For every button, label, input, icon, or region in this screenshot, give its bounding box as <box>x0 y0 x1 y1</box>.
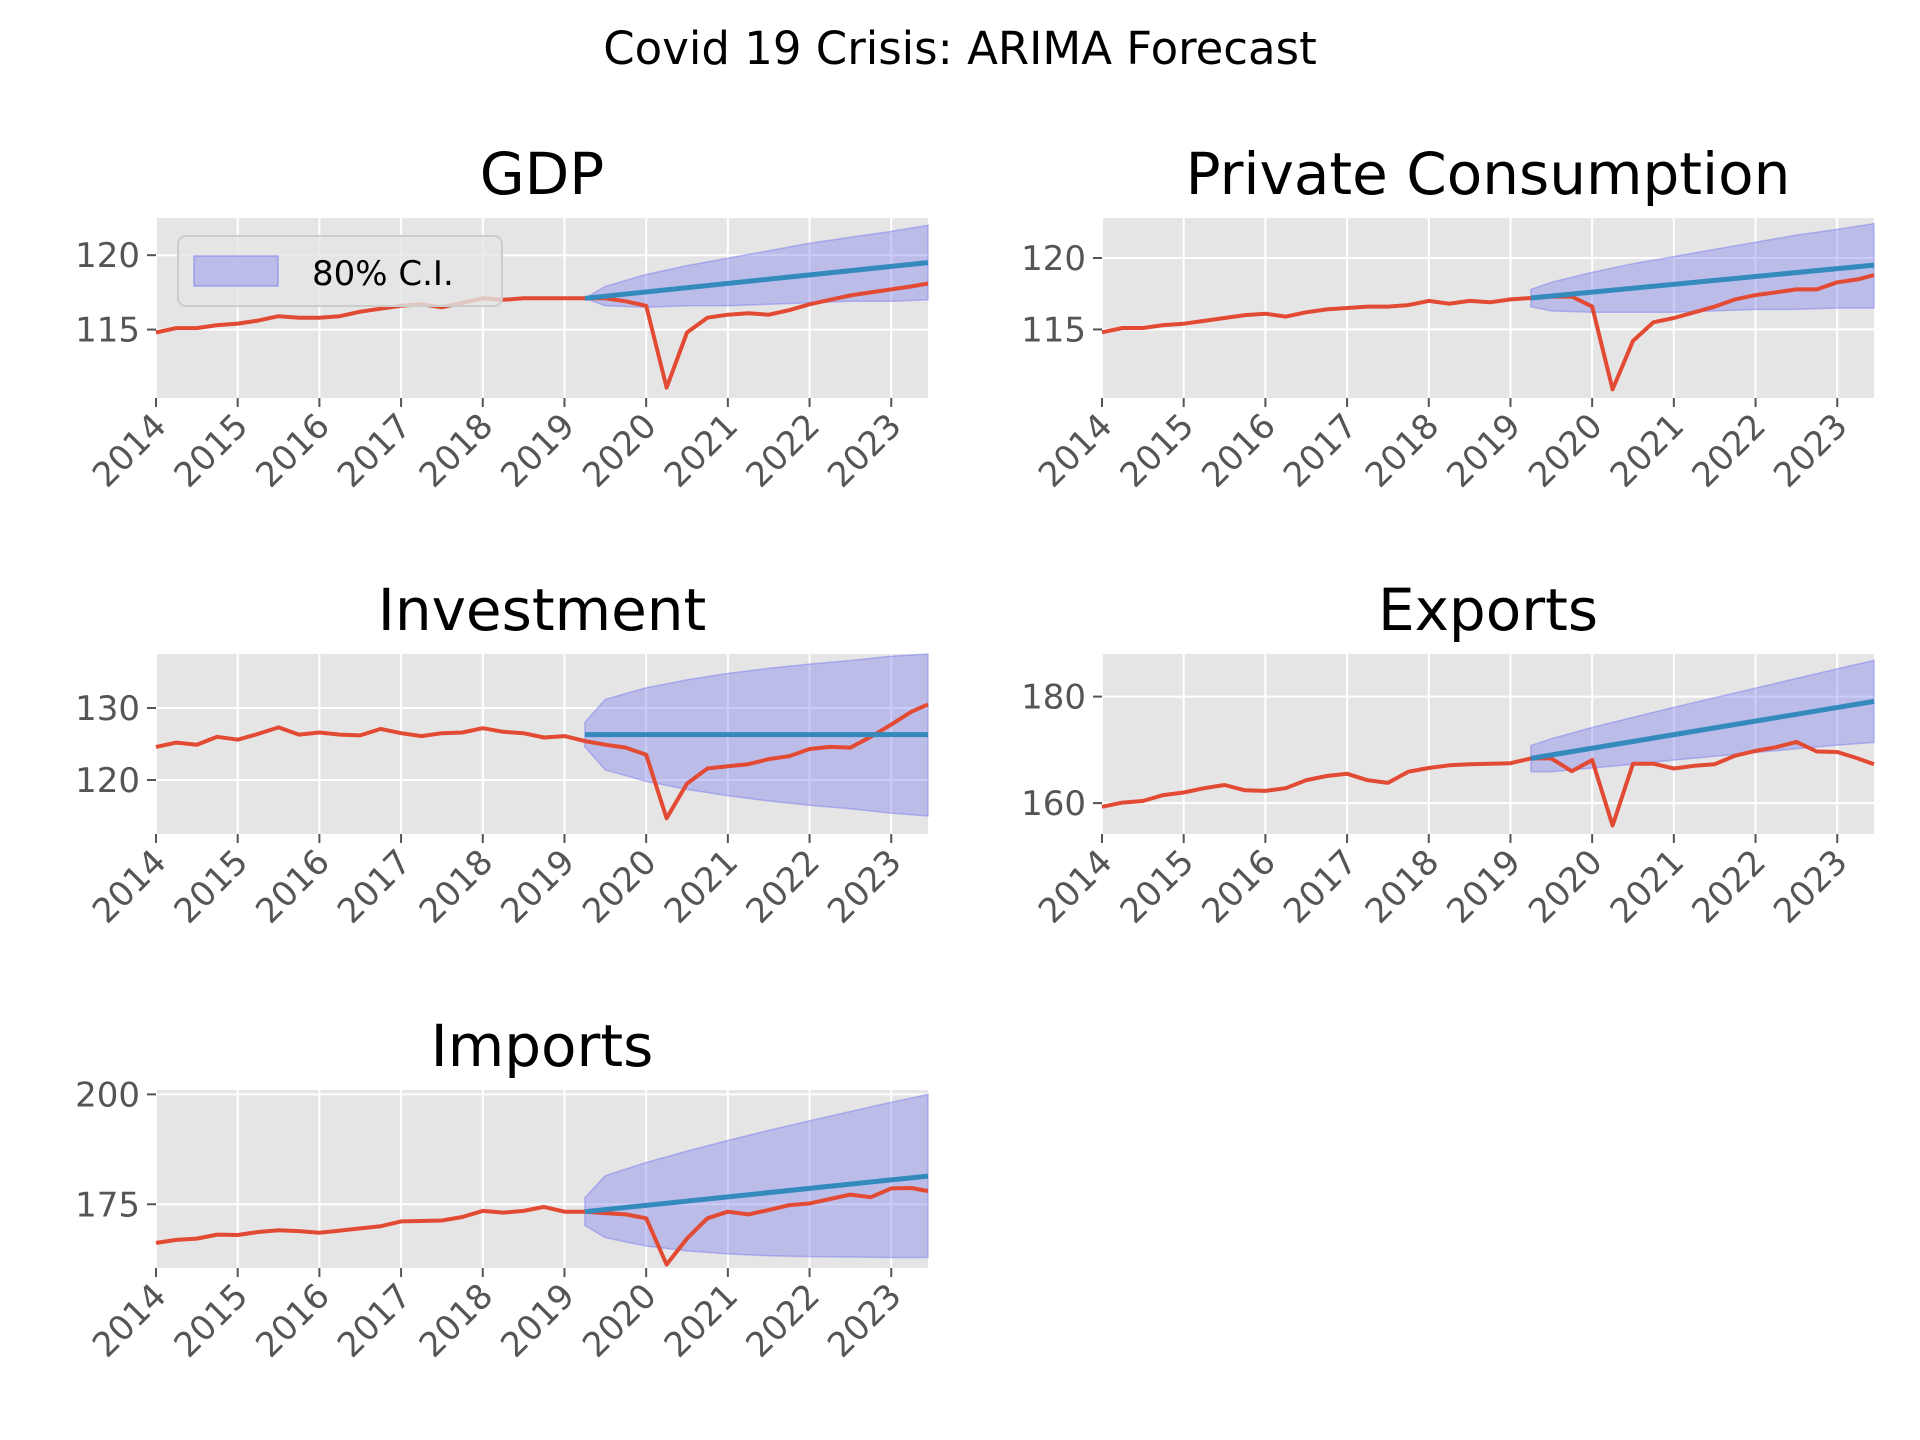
imports-axes-background <box>156 1090 928 1268</box>
exports-y-tick-label: 180 <box>1021 678 1086 718</box>
legend: 80% C.I. <box>177 235 503 307</box>
imports-title: Imports <box>431 1012 654 1080</box>
imports-y-tick-label: 200 <box>75 1075 140 1115</box>
private-consumption-axes-background <box>1102 218 1874 398</box>
gdp-y-tick-label: 115 <box>75 311 140 351</box>
private-consumption-forecast-line <box>1530 262 1875 301</box>
gdp-forecast-line <box>584 260 929 301</box>
investment-y-tick-label: 120 <box>75 761 140 801</box>
private-consumption-y-tick-label: 120 <box>1021 239 1086 279</box>
gdp-title: GDP <box>480 140 605 208</box>
investment-y-tick-label: 130 <box>75 689 140 729</box>
gdp-y-tick-label: 120 <box>75 236 140 276</box>
legend-frame <box>177 235 503 307</box>
legend-ci-swatch <box>193 255 279 287</box>
private-consumption-y-tick-label: 115 <box>1021 310 1086 350</box>
gdp-actual-line <box>155 281 929 390</box>
private-consumption-actual-line <box>1101 273 1875 392</box>
imports-y-tick-label: 175 <box>75 1185 140 1225</box>
legend-ci-label: 80% C.I. <box>312 254 454 294</box>
exports-y-tick-label: 160 <box>1021 784 1086 824</box>
investment-actual-line <box>155 702 929 821</box>
imports-actual-line <box>155 1186 929 1267</box>
exports-forecast-line <box>1530 698 1875 761</box>
figure-title: Covid 19 Crisis: ARIMA Forecast <box>603 22 1316 75</box>
imports-forecast-line <box>584 1173 929 1215</box>
investment-title: Investment <box>378 576 707 644</box>
exports-title: Exports <box>1378 576 1598 644</box>
private-consumption-title: Private Consumption <box>1186 140 1791 208</box>
exports-actual-line <box>1101 739 1875 828</box>
